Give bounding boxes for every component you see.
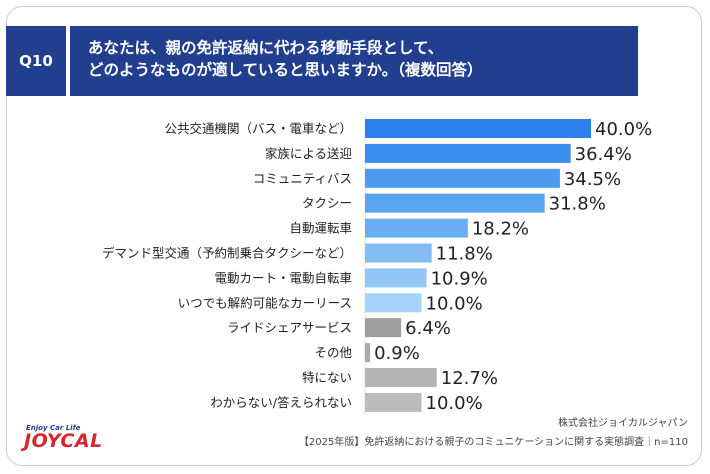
category-label: 自動運転車 [289,221,352,236]
question-title: あなたは、親の免許返納に代わる移動手段として、 どのようなものが適していると思い… [70,26,638,96]
value-label: 6.4% [405,318,451,339]
question-line-1: あなたは、親の免許返納に代わる移動手段として、 [88,39,444,57]
question-line-2: どのようなものが適していると思いますか。（複数回答） [88,61,483,79]
logo-tagline: Enjoy Car Life [26,424,81,432]
bar [365,119,591,138]
category-label: 電動カート・電動自転車 [214,270,352,285]
category-label: タクシー [302,196,352,211]
bar [365,243,432,263]
joycal-logo: Enjoy Car Life JOYCAL [24,424,134,462]
category-label: 特にない [302,370,352,385]
value-label: 12.7% [441,368,498,389]
bar [365,392,422,412]
logo-brand: JOYCAL [24,430,103,452]
question-badge: Q10 [6,26,66,96]
value-label: 10.0% [426,393,483,414]
value-label: 18.2% [472,219,529,240]
category-label: その他 [314,345,352,360]
category-label: いつでも解約可能なカーリース [178,295,352,310]
value-label: 10.9% [431,268,488,289]
value-label: 0.9% [374,343,420,364]
footer-source: 【2025年版】免許返納における親子のコミュニケーションに関する実態調査｜n=1… [298,437,688,448]
bar [365,293,422,313]
value-label: 36.4% [575,144,632,165]
bar [365,168,560,188]
bar [365,343,371,363]
value-label: 11.8% [436,244,493,265]
category-label: デマンド型交通（予約制乗合タクシーなど） [102,246,352,261]
value-label: 34.5% [564,169,621,190]
value-label: 31.8% [549,194,606,215]
category-label: わからない/答えられない [210,395,352,410]
category-label: 公共交通機関（バス・電車など） [164,121,352,136]
category-label: ライドシェアサービス [227,320,352,335]
bar [365,368,437,387]
category-label: 家族による送迎 [265,146,352,161]
bar [365,268,427,288]
bar [365,218,468,238]
bar [365,193,545,213]
category-label: コミュニティバス [253,171,352,186]
value-label: 40.0% [595,119,652,140]
bar [365,318,402,338]
bar [365,143,571,163]
footer-company: 株式会社ジョイカルジャパン [558,418,688,429]
value-label: 10.0% [426,293,483,314]
